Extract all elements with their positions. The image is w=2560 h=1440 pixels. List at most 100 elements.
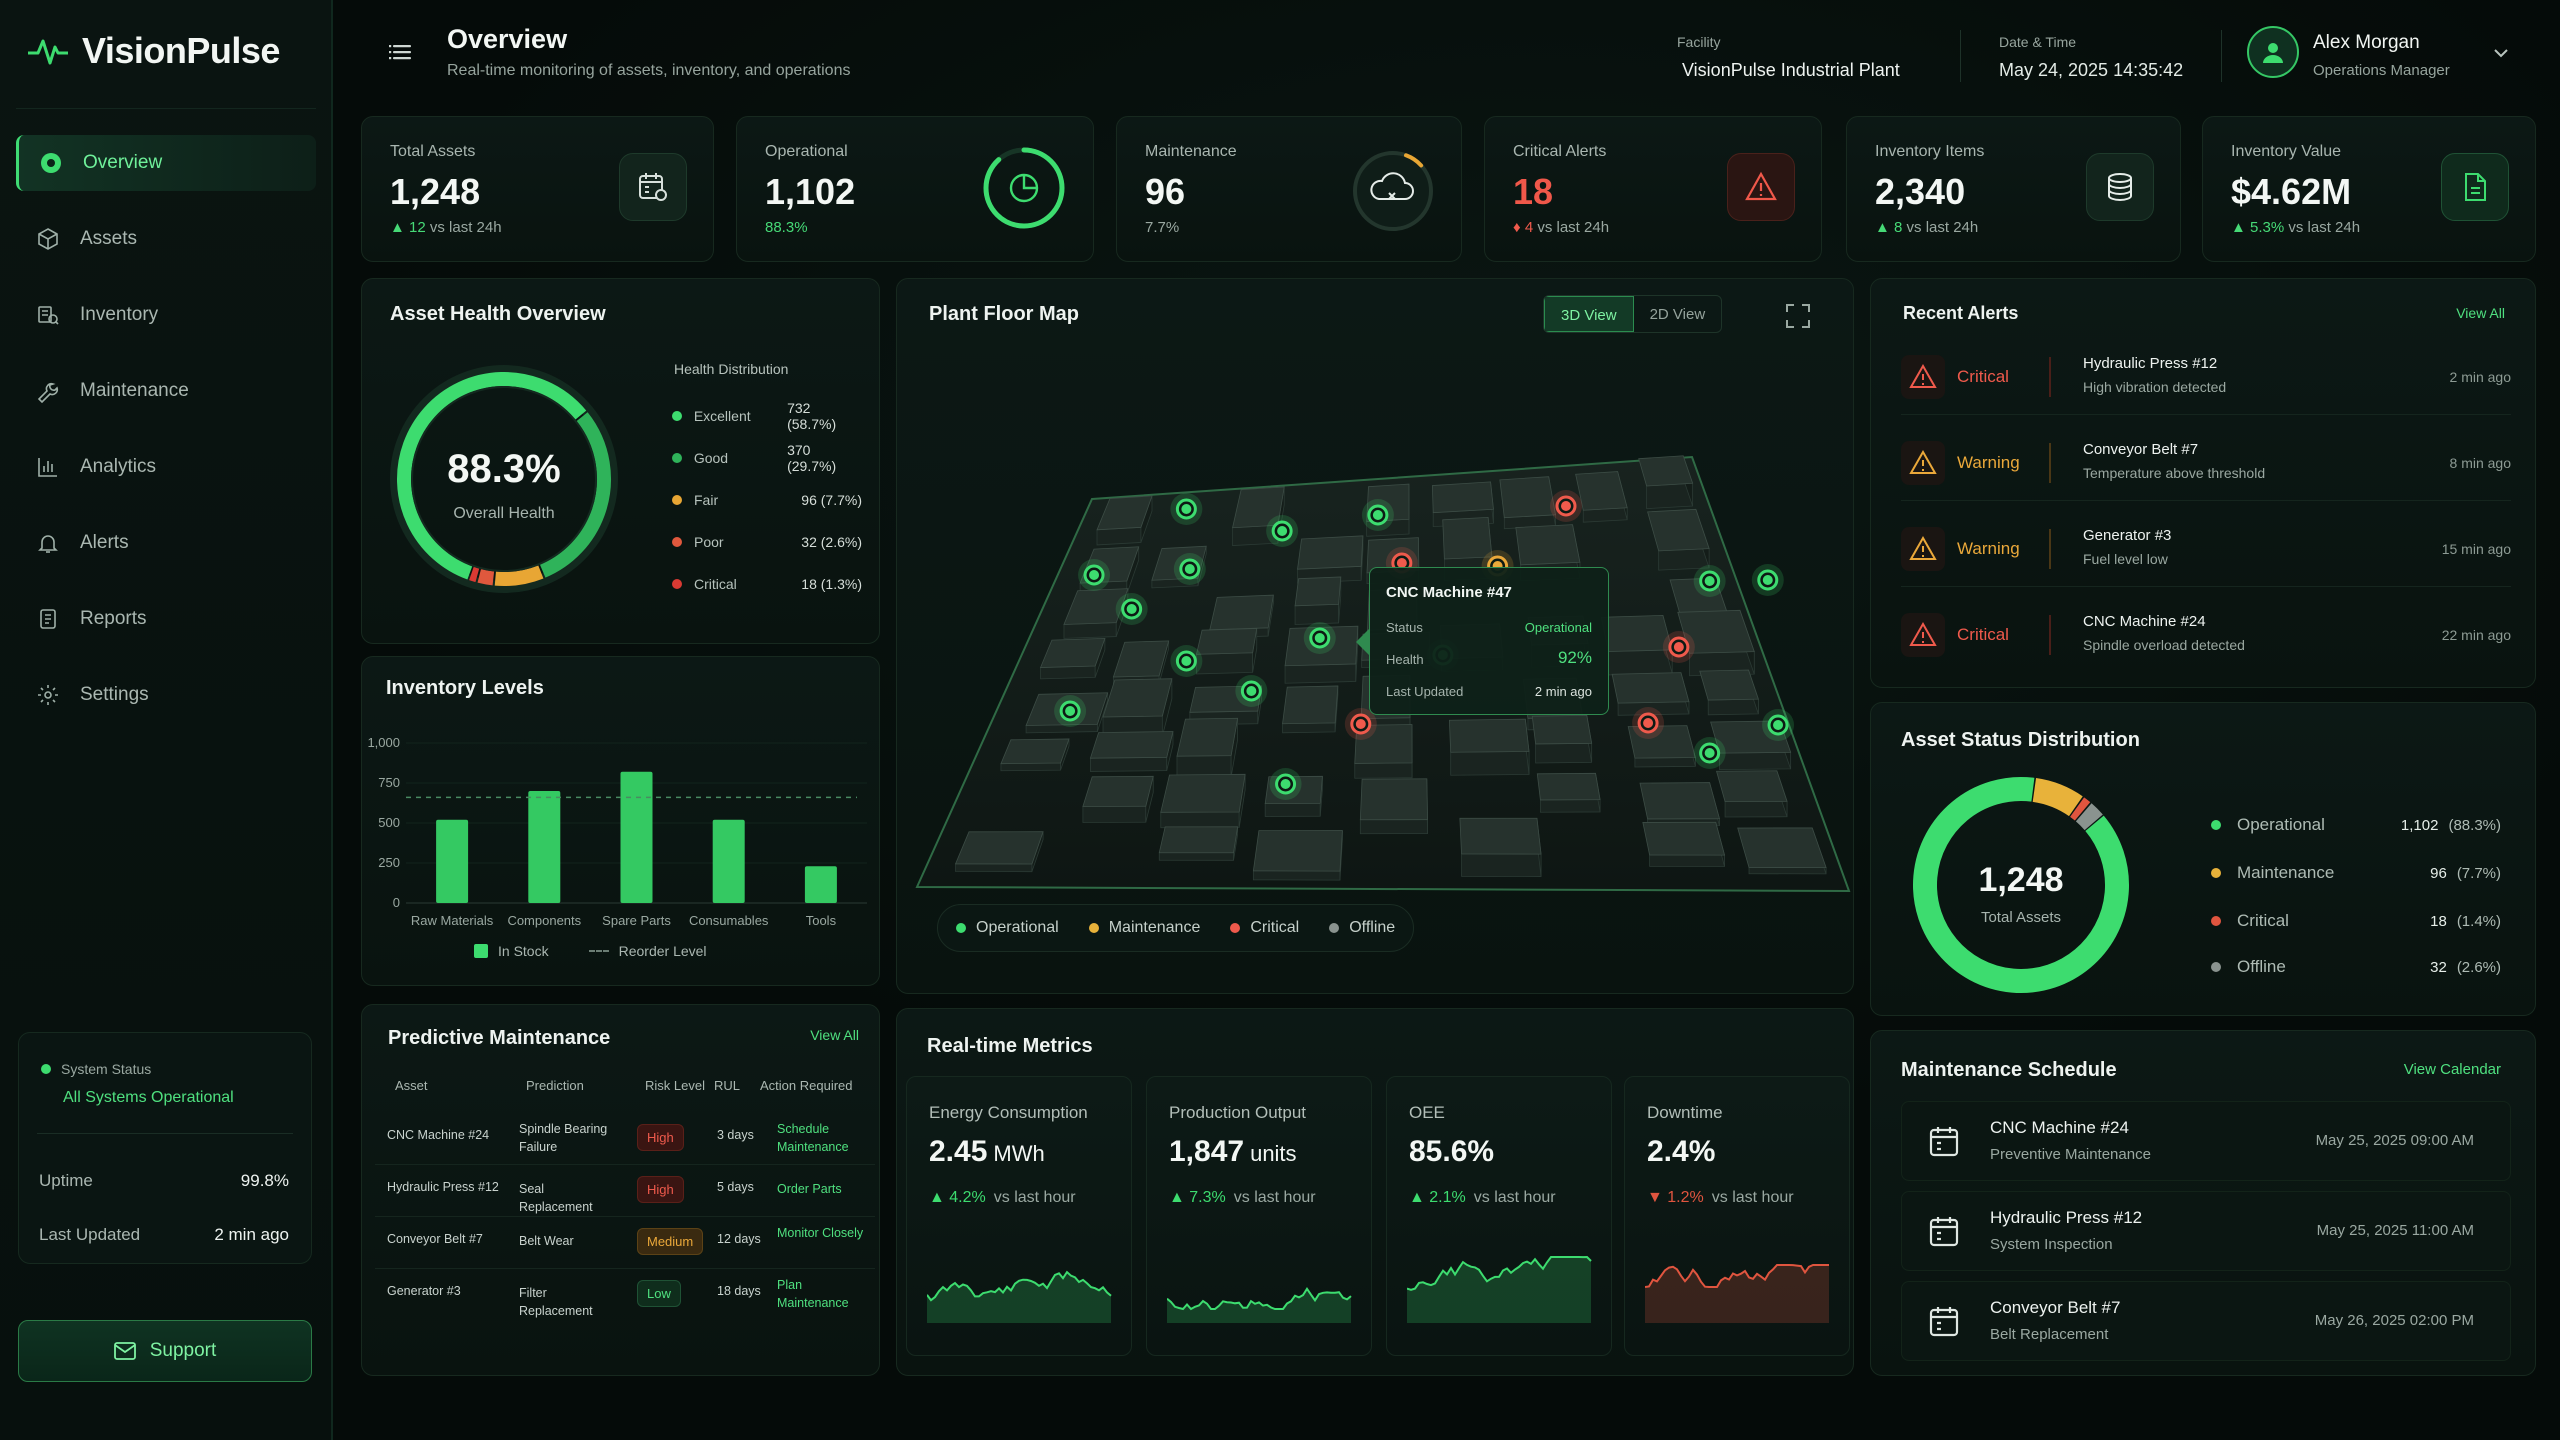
tooltip-updated-label: Last Updated xyxy=(1386,684,1464,699)
asset-marker-core xyxy=(1372,510,1383,520)
action-link[interactable]: Schedule Maintenance xyxy=(777,1122,849,1154)
metric-tile-energy-consumption[interactable]: Energy Consumption 2.45 MWh ▲ 4.2% vs last h… xyxy=(906,1076,1132,1356)
kpi-value: 1,248 xyxy=(390,171,481,212)
menu-icon[interactable] xyxy=(387,38,415,66)
asset-marker-core xyxy=(1762,575,1773,585)
sidebar: VisionPulse Overview Assets Inventory Ma… xyxy=(0,0,333,1440)
kpi-label: Critical Alerts xyxy=(1513,143,1607,160)
top-bar: Overview Real-time monitoring of assets,… xyxy=(335,0,2560,100)
schedule-item[interactable]: CNC Machine #24 Preventive Maintenance May… xyxy=(1901,1101,2511,1181)
y-tick-label: 1,000 xyxy=(367,735,400,750)
view-3d-button[interactable]: 3D View xyxy=(1544,296,1634,332)
table-row[interactable]: Conveyor Belt #7 Belt Wear Medium 12 days Mo… xyxy=(375,1216,875,1269)
predictive-maintenance-card: Predictive Maintenance View All xyxy=(361,1004,880,1376)
facility-selector[interactable]: VisionPulse Industrial Plant xyxy=(1682,60,1900,80)
view-2d-button[interactable]: 2D View xyxy=(1649,306,1706,323)
alert-item[interactable]: Critical Hydraulic Press #12 High vibratio… xyxy=(1901,343,2511,415)
alert-item[interactable]: Warning Generator #3 Fuel level low 15 min … xyxy=(1901,515,2511,587)
chevron-down-icon[interactable] xyxy=(2490,42,2512,64)
cell-prediction: Belt Wear xyxy=(519,1234,574,1248)
kpi-delta-value: ♦ 4 xyxy=(1513,219,1534,236)
asset-marker-core xyxy=(1314,633,1325,643)
calendar-gear-icon xyxy=(639,173,667,201)
view-calendar-link[interactable]: View Calendar xyxy=(2403,1061,2501,1078)
action-link[interactable]: Plan Maintenance xyxy=(777,1278,849,1310)
building-face xyxy=(1090,756,1168,772)
x-tick-label: Components xyxy=(507,913,581,928)
action-link[interactable]: Order Parts xyxy=(777,1182,842,1196)
building-roof xyxy=(1039,637,1106,668)
status-row-operational: Operational 1,102 (88.3%) xyxy=(2211,815,2501,835)
alert-item[interactable]: Critical CNC Machine #24 Spindle overload … xyxy=(1901,601,2511,673)
kpi-card-inventory-items[interactable]: Inventory Items 2,340 ▲ 8 vs last 24h xyxy=(1846,116,2181,262)
bar-spare-parts[interactable] xyxy=(620,771,653,903)
kpi-card-inventory-value[interactable]: Inventory Value $4.62M ▲ 5.3% vs last 24… xyxy=(2202,116,2536,262)
system-status-label: System Status xyxy=(41,1061,151,1077)
action-link[interactable]: Monitor Closely xyxy=(777,1226,864,1240)
avatar[interactable] xyxy=(2247,26,2299,78)
calendar-icon xyxy=(1929,1307,1959,1337)
table-row[interactable]: CNC Machine #24 Spindle Bearing Failure Hi… xyxy=(375,1112,875,1165)
alert-item[interactable]: Warning Conveyor Belt #7 Temperature above… xyxy=(1901,429,2511,501)
divider xyxy=(2049,443,2051,483)
asset-marker-core xyxy=(1065,706,1076,716)
building-roof xyxy=(1282,685,1339,725)
sidebar-item-reports[interactable]: Reports xyxy=(16,591,316,647)
fullscreen-icon[interactable] xyxy=(1785,303,1811,329)
asset-health-card: Asset Health Overview 88.3% Overall Heal… xyxy=(361,278,880,644)
building-roof xyxy=(1294,576,1342,607)
view-all-link[interactable]: View All xyxy=(810,1027,859,1043)
sidebar-item-assets[interactable]: Assets xyxy=(16,211,316,267)
alert-icon-box xyxy=(1901,527,1945,571)
kpi-delta: ▲ 8 vs last 24h xyxy=(1875,219,1978,236)
asset-marker-core xyxy=(1704,748,1715,758)
schedule-item[interactable]: Conveyor Belt #7 Belt Replacement May 26, … xyxy=(1901,1281,2511,1361)
card-title: Real-time Metrics xyxy=(927,1035,1093,1057)
building-roof xyxy=(954,831,1044,865)
legend-dot xyxy=(2211,820,2221,830)
kpi-card-total-assets[interactable]: Total Assets 1,248 ▲ 12 vs last 24h xyxy=(361,116,714,262)
metric-unit: MWh xyxy=(993,1141,1045,1166)
cell-asset: Generator #3 xyxy=(387,1284,461,1298)
metric-delta: ▲ 4.2% vs last hour xyxy=(929,1189,1076,1207)
legend-dot xyxy=(672,495,682,505)
alert-description: High vibration detected xyxy=(2083,379,2227,395)
row-divider xyxy=(375,1216,875,1217)
bar-tools[interactable] xyxy=(804,866,837,903)
sidebar-item-maintenance[interactable]: Maintenance xyxy=(16,363,316,419)
kpi-delta-value: ▲ 5.3% xyxy=(2231,219,2285,236)
metric-number: 2.45 xyxy=(929,1135,988,1168)
user-name: Alex Morgan xyxy=(2313,32,2420,53)
view-all-link[interactable]: View All xyxy=(2456,305,2505,321)
table-row[interactable]: Generator #3 Filter Replacement Low 18 days… xyxy=(375,1268,875,1318)
sparkline xyxy=(1167,1286,1352,1323)
divider xyxy=(2049,529,2051,569)
metric-tile-downtime[interactable]: Downtime 2.4% ▼ 1.2% vs last hour xyxy=(1624,1076,1850,1356)
table-row[interactable]: Hydraulic Press #12 Seal Replacement High 5… xyxy=(375,1164,875,1217)
kpi-card-maintenance[interactable]: Maintenance 96 7.7% xyxy=(1116,116,1462,262)
sidebar-item-overview[interactable]: Overview xyxy=(16,135,316,191)
bar-consumables[interactable] xyxy=(712,819,745,903)
support-button[interactable]: Support xyxy=(18,1320,312,1382)
metric-tile-production-output[interactable]: Production Output 1,847 units ▲ 7.3% vs last… xyxy=(1146,1076,1372,1356)
kpi-card-operational[interactable]: Operational 1,102 88.3% xyxy=(736,116,1094,262)
bar-components[interactable] xyxy=(528,791,561,903)
cell-asset: CNC Machine #24 xyxy=(387,1128,490,1142)
bar-raw-materials[interactable] xyxy=(436,819,469,903)
inventory-levels-card: Inventory Levels 0 250 500 750 1,000 Raw Mate… xyxy=(361,656,880,986)
schedule-item[interactable]: Hydraulic Press #12 System Inspection May … xyxy=(1901,1191,2511,1271)
legend-in-stock: In Stock xyxy=(474,943,549,959)
sidebar-item-settings[interactable]: Settings xyxy=(16,667,316,723)
building-roof xyxy=(1499,476,1556,519)
metric-tile-oee[interactable]: OEE 85.6% ▲ 2.1% vs last hour xyxy=(1386,1076,1612,1356)
sidebar-item-inventory[interactable]: Inventory xyxy=(16,287,316,343)
kpi-card-critical-alerts[interactable]: Critical Alerts 18 ♦ 4 vs last 24h xyxy=(1484,116,1822,262)
health-row-count: 370 (29.7%) xyxy=(787,442,837,474)
kpi-value: 2,340 xyxy=(1875,171,1966,212)
building-face xyxy=(1646,482,1694,510)
logo[interactable]: VisionPulse xyxy=(26,30,280,72)
building-roof xyxy=(1089,731,1174,759)
last-updated-value: 2 min ago xyxy=(214,1225,289,1244)
sidebar-item-analytics[interactable]: Analytics xyxy=(16,439,316,495)
sidebar-item-alerts[interactable]: Alerts xyxy=(16,515,316,571)
